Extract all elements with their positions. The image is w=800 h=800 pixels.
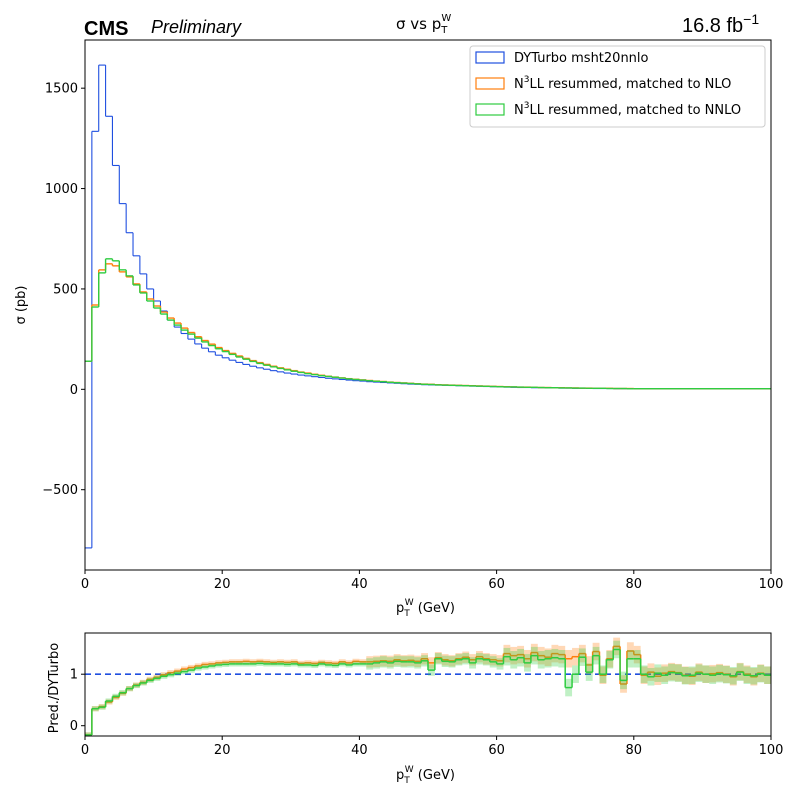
- x-tick-label: 60: [488, 577, 505, 592]
- status-label: Preliminary: [151, 17, 242, 37]
- ratio-x-ticks: 0 20 40 60 80 100: [81, 736, 784, 758]
- x-tick-label: 80: [626, 743, 643, 758]
- lumi-sup: −1: [743, 11, 759, 27]
- y-tick-label: 1: [70, 668, 78, 683]
- main-xlabel-sup: W: [405, 598, 414, 608]
- n-ll-resummed-matched-to-nnlo-series: [85, 648, 771, 736]
- n-ll-resummed-matched-to-nnlo-uncertainty-band: [85, 640, 771, 736]
- lumi-label: 16.8 fb−1: [682, 11, 759, 37]
- x-tick-label: 40: [351, 577, 368, 592]
- title-main: σ vs p: [396, 15, 441, 33]
- main-xlabel-main: p: [396, 601, 404, 616]
- n-ll-resummed-matched-to-nlo-band-bin: [85, 732, 92, 736]
- ratio-xlabel-sub: T: [403, 776, 410, 786]
- lumi-main: 16.8 fb: [682, 15, 743, 37]
- y-tick-label: 1000: [45, 182, 78, 197]
- y-tick-label: 1500: [45, 82, 78, 97]
- legend-nnlo-n: N: [514, 103, 524, 118]
- clipped-series: [85, 637, 771, 736]
- title-sub: T: [440, 25, 448, 36]
- legend-nlo-rest: LL resummed, matched to NLO: [529, 77, 731, 92]
- dyturbo-msht20nnlo-series: [85, 64, 771, 549]
- main-x-axis-label: pTW (GeV): [396, 598, 455, 619]
- legend-frame: [469, 45, 766, 128]
- title-sup: W: [441, 13, 451, 24]
- x-tick-label: 20: [214, 743, 231, 758]
- clipped-series: [85, 64, 771, 549]
- ratio-xlabel-unit: (GeV): [414, 768, 455, 783]
- main-xlabel-sub: T: [403, 609, 410, 619]
- x-tick-label: 100: [759, 577, 784, 592]
- ratio-plot-panel: 0 20 40 60 80 100 01 pTW (GeV) Pred./DYTurbo: [47, 632, 784, 786]
- ratio-xlabel-main: p: [396, 768, 404, 783]
- ratio-x-axis-label: pTW (GeV): [396, 765, 455, 786]
- main-plot-frame: [84, 39, 772, 571]
- legend-label-dyturbo: DYTurbo msht20nnlo: [514, 51, 649, 66]
- main-chart-title: σ vs pTW: [396, 13, 451, 36]
- n-ll-resummed-matched-to-nnlo-band-bin: [85, 732, 92, 736]
- y-tick-label: 0: [70, 383, 78, 398]
- main-series-group: [85, 64, 771, 549]
- legend: DYTurbo msht20nnlo N3LL resummed, matche…: [469, 45, 766, 128]
- ratio-xlabel-sup: W: [405, 765, 414, 775]
- main-y-axis-label: σ (pb): [14, 285, 29, 324]
- legend-nlo-n: N: [514, 77, 524, 92]
- ratio-y-ticks: 01: [70, 668, 85, 734]
- y-tick-label: 0: [70, 719, 78, 734]
- legend-label-nnlo: N3LL resummed, matched to NNLO: [514, 101, 741, 118]
- legend-nlo-sup: 3: [524, 75, 530, 85]
- ratio-y-axis-label: Pred./DYTurbo: [47, 643, 62, 733]
- main-xlabel-unit: (GeV): [414, 601, 455, 616]
- x-tick-label: 100: [759, 743, 784, 758]
- n-ll-resummed-matched-to-nlo-uncertainty-band: [85, 637, 771, 736]
- x-tick-label: 60: [488, 743, 505, 758]
- x-tick-label: 0: [81, 743, 89, 758]
- y-tick-label: −500: [42, 483, 78, 498]
- n-ll-resummed-matched-to-nnlo-series: [85, 258, 771, 390]
- ratio-series-group: [85, 637, 771, 736]
- n-ll-resummed-matched-to-nlo-series: [85, 263, 771, 390]
- x-tick-label: 40: [351, 743, 368, 758]
- y-tick-label: 500: [53, 282, 78, 297]
- main-y-ticks: −500 0 500 1000 1500: [42, 82, 85, 498]
- legend-label-nlo: N3LL resummed, matched to NLO: [514, 75, 731, 92]
- x-tick-label: 20: [214, 577, 231, 592]
- ratio-plot-frame: [84, 632, 772, 737]
- main-x-ticks: 0 20 40 60 80 100: [81, 570, 784, 592]
- x-tick-label: 80: [626, 577, 643, 592]
- legend-swatch-nlo: [475, 77, 505, 90]
- legend-swatch-dyturbo: [475, 51, 505, 64]
- legend-nnlo-sup: 3: [524, 101, 530, 111]
- legend-swatch-nnlo: [475, 103, 505, 116]
- x-tick-label: 0: [81, 577, 89, 592]
- experiment-label: CMS: [84, 18, 128, 40]
- legend-nnlo-rest: LL resummed, matched to NNLO: [529, 103, 741, 118]
